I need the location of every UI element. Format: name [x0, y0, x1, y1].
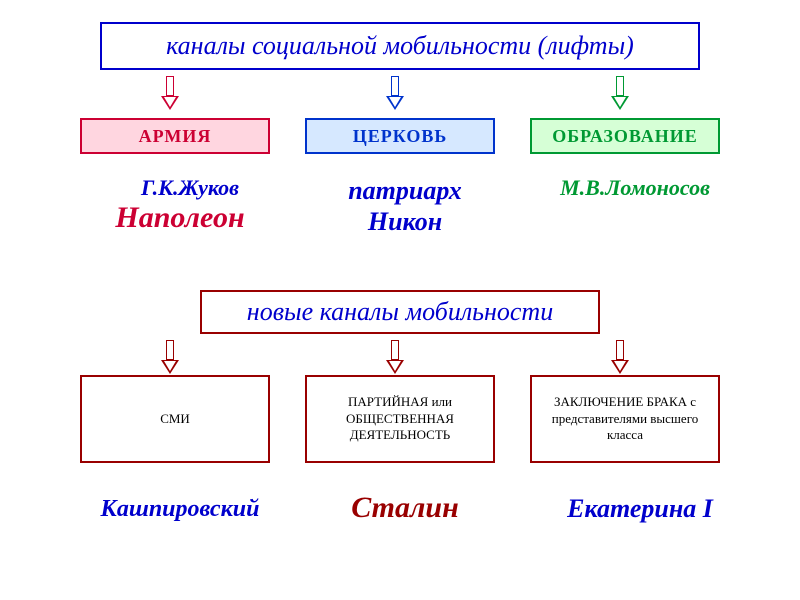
- person-top-0: Г.К.Жуков: [115, 175, 265, 201]
- arrow-stem: [616, 76, 624, 96]
- subtitle-box: новые каналы мобильности: [200, 290, 600, 334]
- new-channel-box-2: ЗАКЛЮЧЕНИЕ БРАКА с представителями высше…: [530, 375, 720, 463]
- arrow-head-inner: [164, 97, 176, 107]
- arrow-stem: [391, 76, 399, 96]
- arrow-stem: [166, 76, 174, 96]
- main-title-box: каналы социальной мобильности (лифты): [100, 22, 700, 70]
- arrow-head-inner: [389, 361, 401, 371]
- arrow-head-inner: [614, 97, 626, 107]
- arrow-head-inner: [389, 97, 401, 107]
- new-channel-box-1: ПАРТИЙНАЯ или ОБЩЕСТВЕННАЯ ДЕЯТЕЛЬНОСТЬ: [305, 375, 495, 463]
- person-top-3: М.В.Ломоносов: [530, 175, 740, 201]
- person-top-2: патриарх Никон: [320, 175, 490, 237]
- subtitle-text: новые каналы мобильности: [247, 297, 553, 327]
- person-top-1: Наполеон: [80, 200, 280, 236]
- arrow-stem: [616, 340, 624, 360]
- channel-box-0: АРМИЯ: [80, 118, 270, 154]
- person-bottom-2: Екатерина I: [545, 493, 735, 524]
- arrow-stem: [166, 340, 174, 360]
- channel-box-2: ОБРАЗОВАНИЕ: [530, 118, 720, 154]
- channel-box-1: ЦЕРКОВЬ: [305, 118, 495, 154]
- arrow-head-inner: [164, 361, 176, 371]
- main-title-text: каналы социальной мобильности (лифты): [166, 31, 634, 61]
- arrow-stem: [391, 340, 399, 360]
- arrow-head-inner: [614, 361, 626, 371]
- person-bottom-0: Кашпировский: [75, 495, 285, 524]
- person-bottom-1: Сталин: [330, 490, 480, 526]
- new-channel-box-0: СМИ: [80, 375, 270, 463]
